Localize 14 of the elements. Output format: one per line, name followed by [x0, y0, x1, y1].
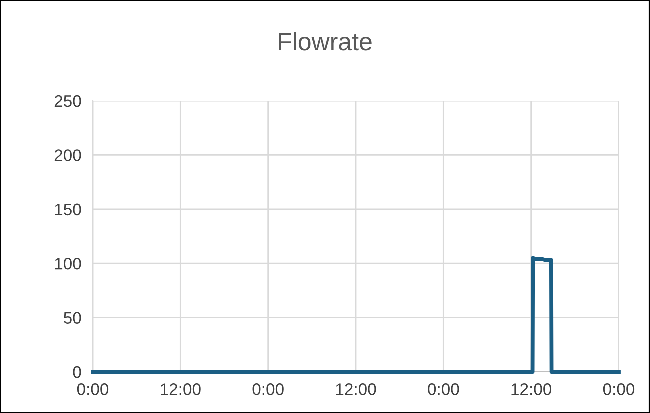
y-tick-label: 250: [54, 95, 82, 108]
x-tick-label: 12:00: [512, 384, 552, 396]
y-tick-label: 100: [55, 258, 82, 270]
x-tick-label: 0:00: [603, 384, 635, 396]
y-tick-label: 200: [54, 150, 82, 162]
x-tick-label: 0:00: [77, 384, 109, 396]
y-tick-label: 0: [73, 366, 82, 378]
y-tick-label: 50: [64, 312, 82, 324]
y-tick-label: 150: [55, 204, 82, 216]
x-tick-label: 12:00: [336, 384, 376, 396]
chart-title: Flowrate: [279, 32, 372, 51]
x-tick-label: 0:00: [428, 384, 460, 396]
x-tick-label: 0:00: [252, 384, 284, 396]
x-tick-label: 12:00: [161, 384, 201, 396]
